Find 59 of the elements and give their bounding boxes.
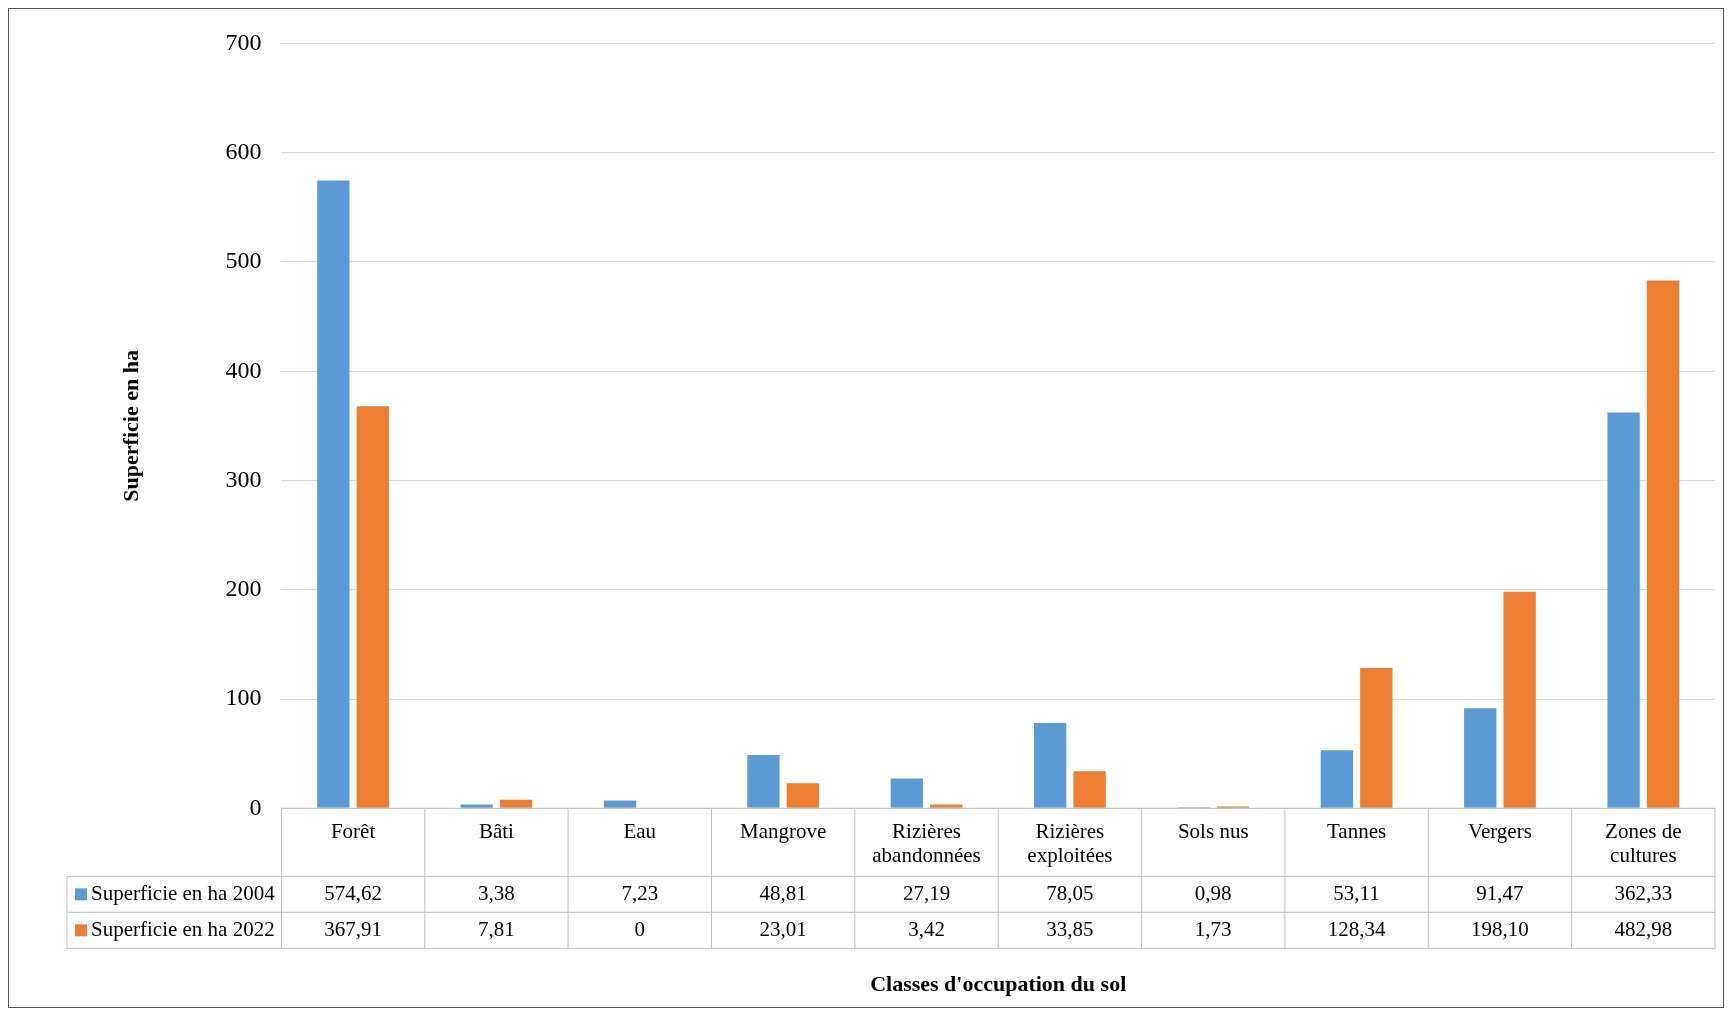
data-label: 0 — [634, 916, 646, 941]
x-tick-label: Sols nus — [1177, 818, 1249, 843]
bar — [786, 783, 820, 808]
data-label: 48,81 — [759, 880, 807, 905]
y-tick-label: 600 — [225, 137, 262, 164]
data-label: 3,42 — [908, 916, 945, 941]
x-tick-label: Bâti — [478, 818, 515, 843]
bar — [1464, 708, 1497, 808]
bar — [1646, 280, 1680, 808]
y-tick-label: 200 — [225, 575, 262, 602]
bar — [747, 754, 780, 808]
data-label: 7,81 — [478, 916, 515, 941]
data-label: 367,91 — [324, 916, 382, 941]
bar — [356, 406, 389, 808]
data-label: 198,10 — [1471, 916, 1529, 941]
data-label: 0,98 — [1194, 880, 1232, 905]
data-label: 128,34 — [1327, 916, 1386, 941]
x-tick-label: Eau — [623, 818, 657, 843]
y-axis-title: Superficie en ha — [117, 350, 143, 502]
data-label: 23,01 — [759, 916, 807, 941]
data-label: 78,05 — [1046, 880, 1094, 905]
data-label: 574,62 — [324, 880, 382, 905]
bar — [1034, 723, 1067, 808]
bar — [890, 778, 923, 808]
x-tick-label: Vergers — [1468, 818, 1532, 843]
bar — [499, 799, 533, 808]
y-tick-label: 700 — [225, 28, 262, 55]
data-label: 7,23 — [621, 880, 659, 905]
bar — [1607, 412, 1640, 808]
data-label: 27,19 — [902, 880, 951, 905]
y-tick-label: 300 — [225, 465, 262, 492]
x-tick-label: Zones de cultures — [1605, 818, 1682, 868]
x-tick-label: Rizières abandonnées — [872, 818, 981, 868]
x-tick-label: Forêt — [330, 818, 376, 843]
bar — [930, 804, 963, 808]
bar — [1073, 771, 1106, 808]
bar — [603, 800, 637, 808]
x-tick-label: Mangrove — [740, 818, 827, 843]
bar — [1360, 668, 1393, 808]
data-label: 482,98 — [1614, 916, 1673, 941]
data-label: 53,11 — [1333, 880, 1380, 905]
data-label: 362,33 — [1614, 880, 1673, 905]
bar — [1503, 591, 1536, 808]
data-label: 91,47 — [1476, 880, 1524, 905]
x-tick-label: Tannes — [1327, 818, 1387, 843]
y-tick-label: 500 — [225, 247, 262, 274]
data-label: 1,73 — [1194, 916, 1232, 941]
legend-label: Superficie en ha 2004 — [91, 880, 276, 905]
bar — [460, 804, 493, 808]
bar — [317, 180, 350, 808]
data-label: 33,85 — [1046, 916, 1094, 941]
legend-label: Superficie en ha 2022 — [91, 916, 275, 941]
x-axis-title: Classes d'occupation du sol — [870, 971, 1127, 997]
bar — [1320, 750, 1354, 808]
y-tick-label: 100 — [225, 684, 262, 711]
data-label: 3,38 — [478, 880, 515, 905]
y-tick-label: 0 — [249, 793, 262, 820]
y-tick-label: 400 — [225, 356, 262, 383]
x-tick-label: Rizières exploitées — [1027, 818, 1113, 868]
